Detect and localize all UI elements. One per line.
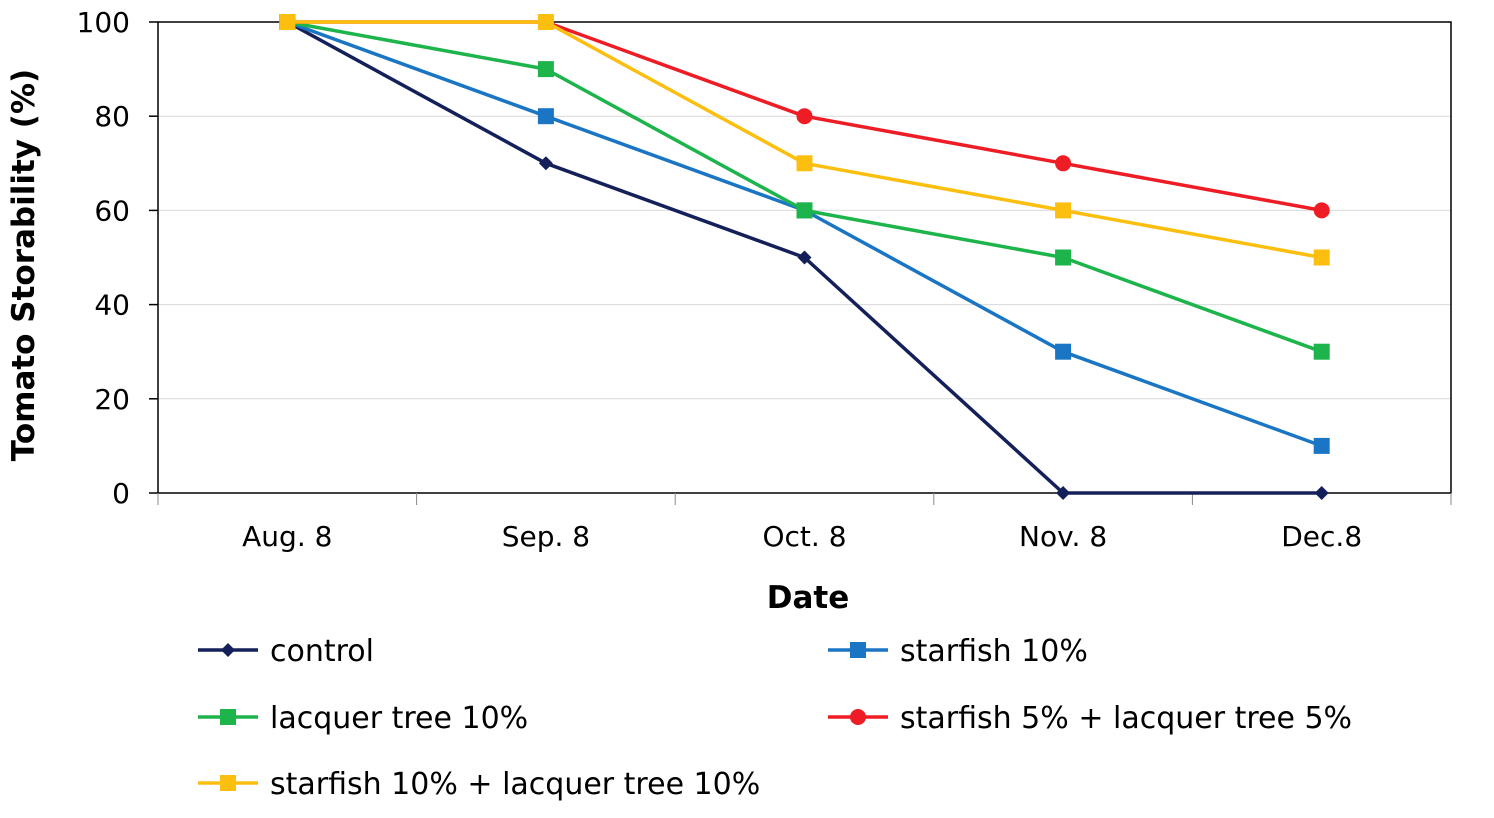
data-point [1055,155,1072,172]
data-point [1056,486,1071,500]
legend-item: starfish 5% + lacquer tree 5% [828,701,1352,736]
legend-label: starfish 10% [900,634,1088,669]
x-tick-label: Nov. 8 [1019,520,1107,553]
series-line [286,20,1323,448]
legend-item: starfish 10% + lacquer tree 10% [198,767,760,802]
series-control [280,15,1329,500]
series-starfish-10-lacquer-tree-10- [279,14,1330,266]
legend-label: lacquer tree 10% [270,701,528,736]
data-point [1055,202,1072,219]
data-point [1313,202,1330,219]
y-tick-label: 80 [94,100,130,133]
x-tick-label: Dec.8 [1281,520,1362,553]
legend-item: starfish 10% [828,634,1088,669]
legend-label: starfish 5% + lacquer tree 5% [900,701,1352,736]
data-point [537,61,554,78]
data-point [796,155,813,172]
data-point [1313,343,1330,360]
data-point [279,14,296,30]
x-tick-label: Sep. 8 [502,520,590,553]
legend: control starfish 10% lacquer tree 10% starf… [198,634,1352,802]
y-tick-label: 100 [77,6,130,39]
data-point [537,108,554,125]
x-tick-label: Oct. 8 [762,520,846,553]
legend-label: control [270,634,374,669]
plot-area [157,21,1452,494]
x-axis-title: Date [767,580,850,616]
data-point [1314,486,1329,500]
x-tick-label: Aug. 8 [242,520,332,553]
data-point [797,250,812,265]
data-point [537,14,554,30]
series-line [287,20,1323,260]
y-tick-label: 60 [94,194,130,227]
series-lines [279,14,1330,500]
legend-label: starfish 10% + lacquer tree 10% [270,767,760,802]
data-point [796,202,813,219]
series-starfish-10- [279,14,1330,454]
data-point [1313,249,1330,266]
legend-item: control [198,634,374,669]
legend-swatch-marker [850,709,866,725]
data-point [538,156,553,171]
series-lacquer-tree-10- [279,14,1330,360]
legend-swatch-marker [850,642,866,658]
axes: 0 20 40 60 80 100 Aug. 8 Sep. 8 Oct. 8 Nov. 8 Dec.… [77,6,1452,553]
y-axis-title: Tomato Storability (%) [6,69,42,461]
legend-swatch-marker [220,709,236,725]
data-point [796,108,813,125]
data-point [1313,437,1330,454]
legend-item: lacquer tree 10% [198,701,528,736]
legend-swatch-marker [221,643,235,657]
y-tick-label: 0 [112,477,130,510]
legend-swatch-marker [220,775,236,791]
data-point [1055,343,1072,360]
series-line [286,20,1323,354]
y-tick-label: 20 [94,383,130,416]
data-point [1055,249,1072,266]
y-tick-label: 40 [94,289,130,322]
